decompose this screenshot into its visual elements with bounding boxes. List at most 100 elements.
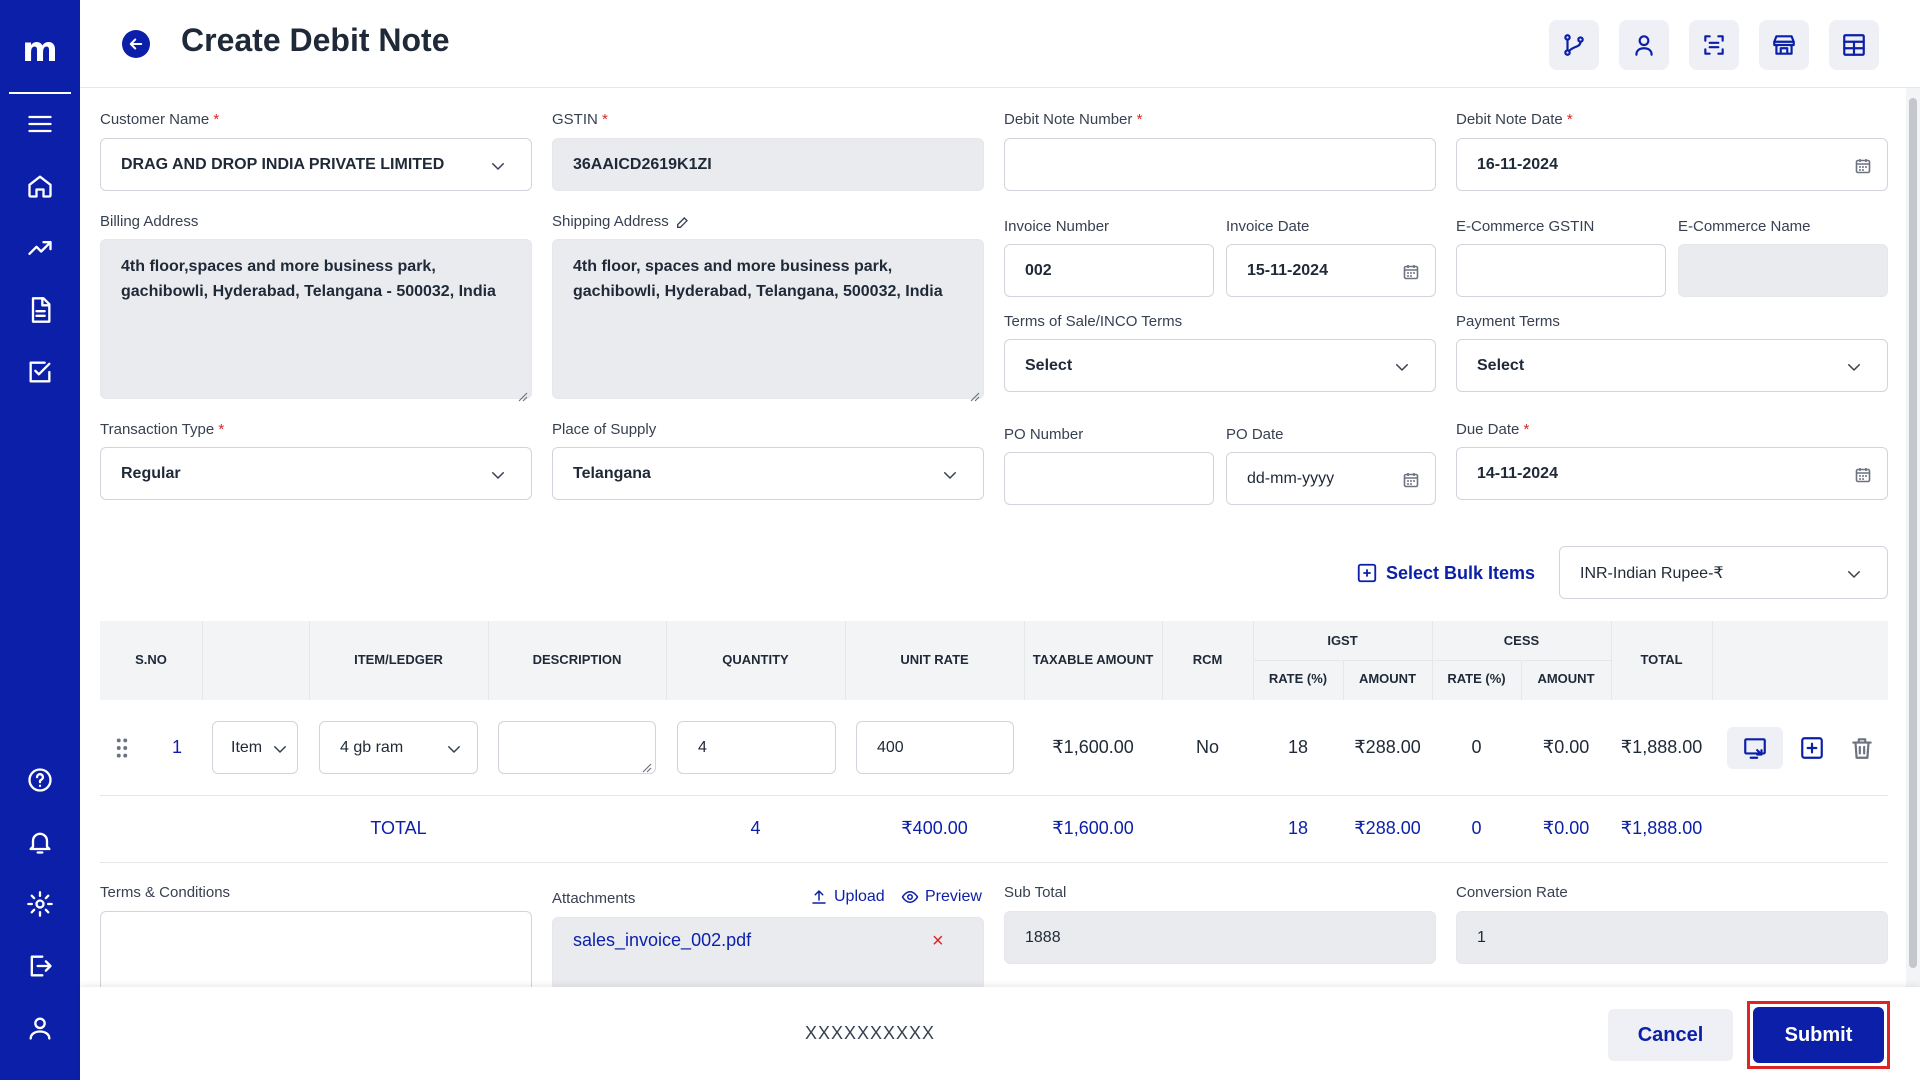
customer-name-label: Customer Name *: [100, 111, 220, 128]
chevron-down-icon: [489, 157, 507, 175]
drag-handle-icon[interactable]: [102, 728, 142, 768]
trash-icon: [1852, 738, 1872, 759]
calendar-icon[interactable]: [1855, 467, 1871, 483]
resize-handle-icon[interactable]: [518, 385, 528, 402]
col-rcm: RCM: [1192, 652, 1223, 667]
chevron-down-icon: [489, 466, 507, 484]
eye-icon: [901, 891, 919, 903]
total-quantity: 4: [750, 818, 761, 838]
app-logo[interactable]: m: [22, 30, 58, 70]
total-unit-rate: ₹400.00: [901, 818, 968, 838]
add-row-button[interactable]: [1790, 728, 1834, 768]
gear-icon[interactable]: [22, 886, 58, 922]
conversion-rate-field: 1: [1456, 911, 1888, 964]
store-button[interactable]: [1759, 20, 1809, 70]
po-number-input[interactable]: [1004, 452, 1214, 505]
home-icon[interactable]: [22, 168, 58, 204]
resize-handle-icon[interactable]: [642, 760, 652, 773]
po-date-input[interactable]: dd-mm-yyyy: [1226, 452, 1436, 505]
currency-select[interactable]: INR-Indian Rupee-₹: [1559, 546, 1888, 599]
row-item-select[interactable]: 4 gb ram: [319, 721, 478, 774]
row-type-select[interactable]: Item: [212, 721, 298, 774]
chevron-down-icon: [1845, 358, 1863, 376]
col-igst: IGST: [1327, 633, 1358, 648]
scrollbar[interactable]: [1906, 88, 1920, 987]
chevron-down-icon: [941, 466, 959, 484]
col-total: TOTAL: [1640, 652, 1683, 667]
preview-button[interactable]: Preview: [901, 888, 982, 906]
menu-icon[interactable]: [22, 106, 58, 142]
billing-address-textarea[interactable]: 4th floor,spaces and more business park,…: [100, 239, 532, 402]
due-date-input[interactable]: 14-11-2024: [1456, 447, 1888, 500]
col-quantity: QUANTITY: [722, 652, 789, 667]
screen-share-icon: [1744, 738, 1766, 759]
col-igst-rate: RATE (%): [1268, 671, 1328, 686]
store-icon: [1773, 35, 1795, 55]
edit-icon[interactable]: [675, 214, 691, 230]
add-square-icon: [1357, 563, 1377, 583]
payment-terms-select[interactable]: Select: [1456, 339, 1888, 392]
due-date-label: Due Date *: [1456, 421, 1530, 438]
cancel-button[interactable]: Cancel: [1608, 1009, 1733, 1061]
col-unit-rate: UNIT RATE: [900, 652, 969, 667]
bell-icon[interactable]: [22, 824, 58, 860]
calendar-icon[interactable]: [1403, 264, 1419, 280]
document-icon[interactable]: [22, 292, 58, 328]
layout-icon: [1843, 34, 1865, 56]
select-bulk-items-button[interactable]: Select Bulk Items: [1356, 562, 1535, 584]
debit-note-date-input[interactable]: 16-11-2024: [1456, 138, 1888, 191]
terms-conditions-textarea[interactable]: [100, 911, 532, 1001]
place-of-supply-select[interactable]: Telangana: [552, 447, 984, 500]
debit-note-number-input[interactable]: [1004, 138, 1436, 191]
scan-button[interactable]: [1689, 20, 1739, 70]
row-description-input[interactable]: [498, 721, 656, 774]
submit-button[interactable]: Submit: [1753, 1007, 1884, 1063]
resize-handle-icon[interactable]: [970, 385, 980, 402]
terms-of-sale-select[interactable]: Select: [1004, 339, 1436, 392]
col-item-ledger: ITEM/LEDGER: [354, 652, 443, 667]
help-icon[interactable]: [22, 762, 58, 798]
po-date-label: PO Date: [1226, 426, 1284, 443]
page-title: Create Debit Note: [181, 22, 450, 58]
calendar-icon[interactable]: [1855, 158, 1871, 174]
remove-attachment-icon[interactable]: ×: [932, 930, 944, 952]
git-branch-icon: [1564, 34, 1584, 56]
scrollbar-thumb[interactable]: [1909, 98, 1917, 968]
shipping-address-label: Shipping Address: [552, 213, 691, 230]
col-description: DESCRIPTION: [532, 652, 622, 667]
chevron-down-icon: [271, 740, 289, 758]
place-of-supply-label: Place of Supply: [552, 421, 657, 438]
gstin-label: GSTIN *: [552, 111, 608, 128]
row-details-button[interactable]: [1727, 727, 1783, 769]
profile-button[interactable]: [1619, 20, 1669, 70]
transaction-type-select[interactable]: Regular: [100, 447, 532, 500]
branch-button[interactable]: [1549, 20, 1599, 70]
checkbox-icon[interactable]: [22, 354, 58, 390]
invoice-date-input[interactable]: 15-11-2024: [1226, 244, 1436, 297]
sub-total-label: Sub Total: [1004, 884, 1067, 901]
shipping-address-textarea[interactable]: 4th floor, spaces and more business park…: [552, 239, 984, 402]
chevron-down-icon: [1845, 565, 1863, 583]
invoice-number-input[interactable]: 002: [1004, 244, 1214, 297]
sidebar: m: [0, 0, 80, 1080]
invoice-number-label: Invoice Number: [1004, 218, 1110, 235]
back-button[interactable]: [122, 30, 150, 58]
attachments-label: Attachments: [552, 890, 636, 907]
attachment-file-link[interactable]: sales_invoice_002.pdf: [573, 930, 752, 950]
delete-row-button[interactable]: [1840, 728, 1884, 768]
sidebar-divider: [9, 92, 71, 94]
ecommerce-gstin-input[interactable]: [1456, 244, 1666, 297]
terms-conditions-label: Terms & Conditions: [100, 884, 231, 901]
customer-name-select[interactable]: DRAG AND DROP INDIA PRIVATE LIMITED: [100, 138, 532, 191]
row-quantity-input[interactable]: 4: [677, 721, 836, 774]
logout-icon[interactable]: [22, 948, 58, 984]
upload-button[interactable]: Upload: [810, 888, 885, 906]
attachments-box: [552, 917, 984, 997]
trending-up-icon[interactable]: [22, 230, 58, 266]
row-unit-rate-input[interactable]: 400: [856, 721, 1014, 774]
row-cess-rate: 0: [1471, 737, 1482, 757]
user-icon[interactable]: [22, 1010, 58, 1046]
terms-of-sale-label: Terms of Sale/INCO Terms: [1004, 313, 1183, 330]
layout-button[interactable]: [1829, 20, 1879, 70]
calendar-icon[interactable]: [1403, 472, 1419, 488]
